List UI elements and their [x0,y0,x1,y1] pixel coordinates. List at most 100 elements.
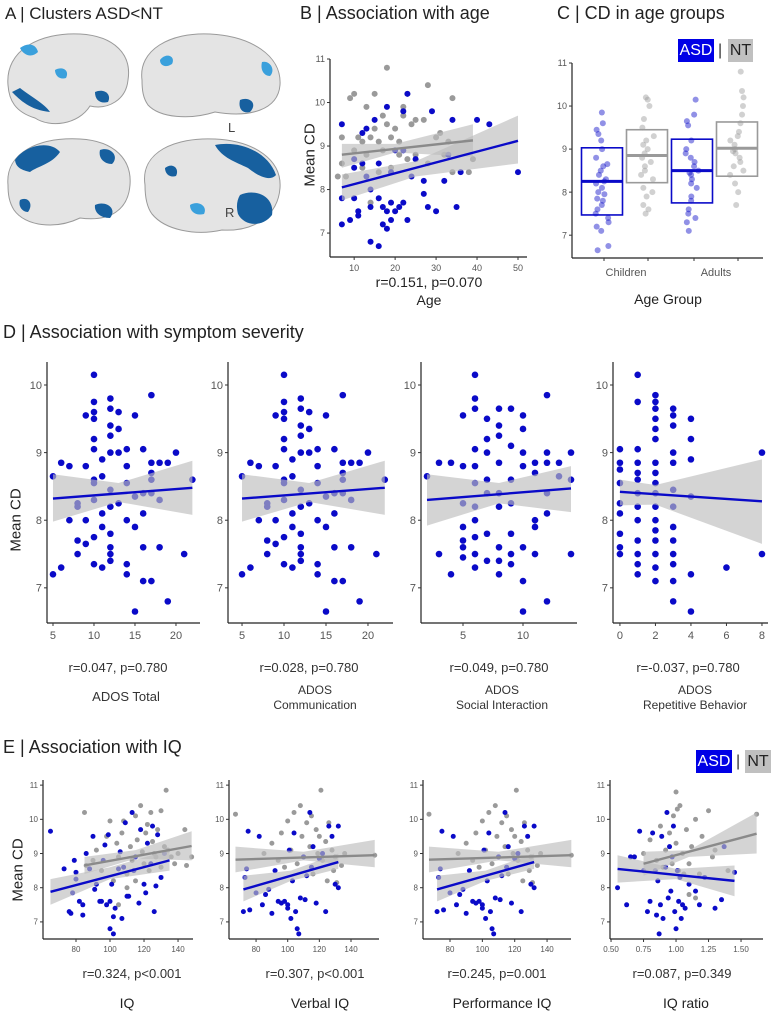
data-point-asd [400,199,407,206]
data-point-asd [634,476,641,483]
data-point-asd [687,608,695,615]
data-point-asd [471,550,479,558]
jitter-point-asd [687,154,694,161]
data-point-asd [669,459,677,467]
confidence-band-asd [50,850,170,905]
data-point-asd [719,897,725,903]
data-point-asd [82,462,90,470]
jitter-point-nt [642,94,649,101]
data-point-asd [519,425,527,433]
regression-line-asd [50,859,170,893]
x-tick-label: 50 [513,263,523,273]
data-point-asd [479,902,485,908]
data-point-asd [280,371,288,379]
x-tick-label: 1.25 [701,945,717,954]
data-point-asd [104,902,110,908]
data-point-asd [90,371,98,379]
data-point-asd [109,881,115,887]
data-point-asd [652,405,659,412]
legend-asd-e: ASD [696,750,732,773]
regression-line-nt [341,139,474,156]
data-point-nt [508,827,514,833]
jitter-point-asd [598,184,605,191]
data-point-asd [634,571,641,578]
data-point-asd [634,550,641,558]
data-point-asd [98,564,106,571]
jitter-point-nt [650,133,657,140]
data-point-asd [543,391,551,399]
data-point-asd [107,395,114,402]
data-point-asd [463,910,469,916]
data-point-asd [495,432,503,440]
data-point-asd [155,832,161,838]
y-tick-label: 9 [217,447,223,459]
data-point-nt [534,862,540,868]
data-point-asd [466,868,472,874]
data-point-asd [433,208,440,215]
data-point-asd [543,459,551,467]
regression-line-nt [428,854,572,861]
jitter-point-nt [638,171,645,178]
data-point-asd [519,577,527,585]
data-point-asd [302,897,308,903]
data-point-asd [664,809,670,815]
data-point-asd [673,926,679,932]
jitter-point-nt [644,96,651,103]
data-point-nt [667,830,673,836]
data-point-asd [329,833,335,839]
data-point-asd [156,543,163,551]
y-tick-label: 9 [34,849,39,858]
data-point-asd [441,177,448,184]
chart-c: 7 8 9 10 11 Children Adults [557,58,763,279]
data-point-nt [388,134,395,141]
data-point-asd [119,915,125,921]
data-point-nt [383,121,390,128]
panel-d4-xlabel: ADOS Repetitive Behavior [643,683,747,713]
data-point-asd [483,915,489,921]
data-point-asd [115,425,122,433]
data-point-nt [518,839,524,845]
brain-surface-renders [7,33,281,233]
x-tick-label: 1.50 [733,945,749,954]
x-tick-label: 10 [517,630,529,642]
data-point-asd [164,459,172,467]
panel-d2-xlabel: ADOS Communication [273,683,356,713]
data-point-nt [163,787,169,793]
data-point-asd [687,435,695,443]
y-tick-label: 11 [597,781,606,790]
data-point-asd [355,212,362,219]
data-point-nt [512,833,518,839]
data-point-asd [82,540,90,548]
x-tick-label: 120 [313,945,327,954]
data-point-asd [107,449,114,456]
data-point-asd [669,560,677,568]
data-point-asd [131,412,139,419]
data-point-asd [148,391,155,399]
confidence-band-asd [619,459,762,544]
data-point-asd [139,445,147,453]
x-tick-label: 100 [103,945,117,954]
y-tick-label: 7 [602,583,608,595]
data-point-asd [331,445,338,453]
data-point-nt [119,830,125,836]
jitter-point-asd [688,171,695,178]
data-point-asd [486,830,492,836]
data-point-asd [269,910,275,916]
y-tick-label: 9 [220,849,225,858]
data-point-asd [363,125,370,132]
data-point-nt [693,895,699,901]
regression-line-asd [617,867,735,883]
data-point-nt [282,864,288,870]
data-point-asd [682,905,688,911]
data-point-asd [71,857,77,863]
data-point-asd [505,844,511,850]
jitter-point-nt [649,189,656,196]
data-point-asd [657,902,663,908]
data-point-asd [107,557,114,565]
data-point-nt [107,818,113,824]
data-point-asd [652,527,659,534]
data-point-asd [634,398,641,406]
data-point-asd [297,557,305,565]
data-point-asd [634,537,641,544]
data-point-asd [82,516,90,524]
